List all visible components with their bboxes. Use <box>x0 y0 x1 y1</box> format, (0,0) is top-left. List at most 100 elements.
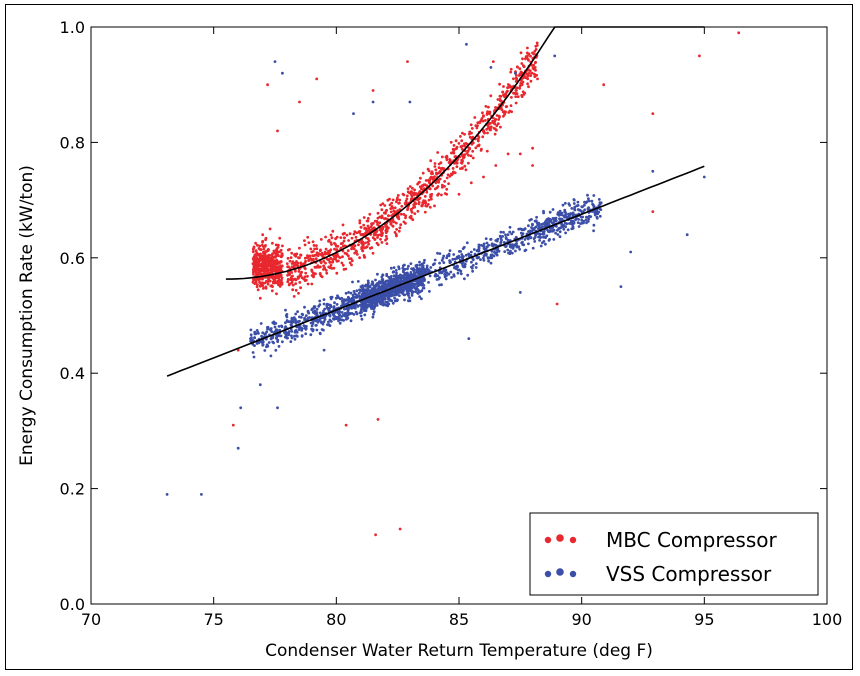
mbc-point <box>253 269 257 273</box>
mbc-point <box>469 154 473 158</box>
mbc-point <box>505 105 509 108</box>
mbc-point <box>254 241 257 245</box>
vss-point <box>418 260 421 264</box>
mbc-point <box>475 126 479 130</box>
vss-point <box>310 327 313 331</box>
mbc-point <box>390 201 394 205</box>
vss-point <box>542 235 545 239</box>
vss-point <box>310 308 314 312</box>
mbc-point <box>509 104 513 107</box>
mbc-point <box>276 279 280 283</box>
vss-point <box>538 239 541 242</box>
mbc-point <box>251 280 255 284</box>
vss-point <box>551 217 555 220</box>
mbc-point <box>521 57 524 61</box>
vss-point <box>506 233 510 237</box>
mbc-point <box>280 276 284 280</box>
mbc-point <box>424 179 428 182</box>
mbc-point <box>527 58 530 62</box>
vss-point <box>387 302 391 306</box>
vss-point <box>448 249 452 253</box>
vss-point <box>392 274 396 278</box>
vss-point <box>518 247 521 251</box>
vss-point <box>239 406 243 410</box>
vss-point <box>504 236 508 240</box>
vss-point <box>387 282 391 285</box>
mbc-point <box>371 236 375 240</box>
mbc-point <box>258 244 262 248</box>
vss-point <box>531 222 534 226</box>
mbc-point <box>331 260 334 264</box>
vss-point <box>412 268 415 272</box>
mbc-point <box>324 269 328 272</box>
vss-point <box>365 293 368 297</box>
vss-point <box>313 306 317 309</box>
mbc-point <box>324 235 327 239</box>
vss-point <box>438 276 441 280</box>
vss-point <box>452 253 456 256</box>
mbc-point <box>504 92 508 95</box>
mbc-point <box>251 250 255 254</box>
vss-point <box>322 315 325 319</box>
mbc-point <box>465 152 469 155</box>
vss-point <box>315 328 319 332</box>
mbc-point <box>445 192 449 196</box>
vss-point <box>359 314 363 318</box>
mbc-point <box>231 423 235 427</box>
vss-point <box>413 286 416 290</box>
mbc-point <box>325 271 329 275</box>
vss-point <box>344 314 348 318</box>
mbc-point <box>452 144 456 147</box>
vss-point <box>398 273 402 277</box>
mbc-point <box>376 418 380 421</box>
vss-point <box>298 319 301 323</box>
vss-point <box>586 207 590 211</box>
mbc-point <box>698 54 701 58</box>
mbc-point <box>304 271 308 275</box>
vss-point <box>482 242 486 246</box>
mbc-point <box>291 288 295 292</box>
mbc-point <box>435 172 439 176</box>
vss-point <box>408 100 412 104</box>
mbc-point <box>461 131 464 135</box>
vss-point <box>585 200 589 204</box>
mbc-point <box>449 140 453 144</box>
vss-point <box>571 211 575 215</box>
mbc-point <box>355 231 359 235</box>
vss-point <box>534 233 538 237</box>
vss-point <box>582 221 585 225</box>
vss-point <box>256 341 259 345</box>
mbc-point <box>425 184 429 188</box>
mbc-point <box>263 244 267 248</box>
vss-point <box>326 323 329 327</box>
mbc-point <box>347 239 350 242</box>
vss-point <box>438 261 441 265</box>
mbc-point <box>331 229 335 233</box>
mbc-point <box>500 108 504 112</box>
legend-box <box>529 512 819 596</box>
vss-point <box>440 259 444 262</box>
mbc-point <box>256 288 260 292</box>
mbc-point <box>294 288 298 292</box>
vss-point <box>420 297 423 301</box>
vss-point <box>267 341 271 344</box>
vss-point <box>357 294 361 298</box>
vss-point <box>290 336 294 340</box>
mbc-point <box>276 250 279 254</box>
mbc-point <box>445 187 449 191</box>
mbc-point <box>427 198 431 202</box>
mbc-point <box>265 249 269 253</box>
mbc-point <box>515 92 518 95</box>
vss-point <box>563 221 567 225</box>
mbc-point <box>273 265 276 269</box>
mbc-point <box>469 123 473 127</box>
vss-point <box>589 215 593 219</box>
mbc-point <box>335 271 339 275</box>
vss-point <box>490 256 494 260</box>
vss-point <box>512 244 516 248</box>
vss-point <box>592 204 596 208</box>
mbc-point <box>312 254 316 258</box>
mbc-point <box>369 225 373 229</box>
mbc-point <box>319 248 322 252</box>
vss-point <box>387 275 391 279</box>
